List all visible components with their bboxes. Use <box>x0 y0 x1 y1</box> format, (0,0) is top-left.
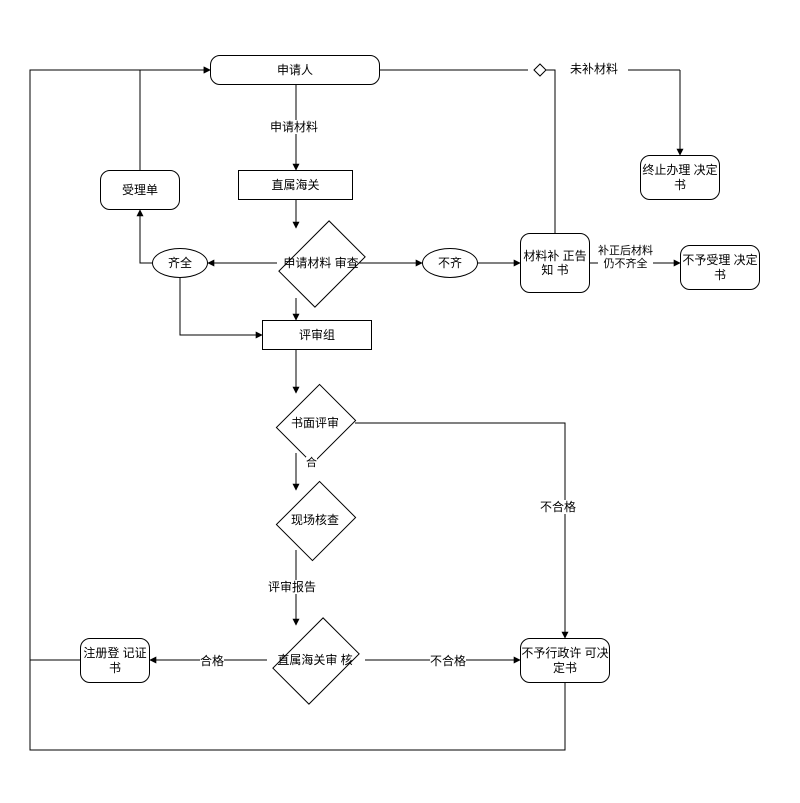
node-label-onsite: 现场核查 <box>276 481 354 559</box>
node-onsite: 现场核查 <box>276 481 354 559</box>
node-denyPermit: 不予行政许 可决定书 <box>520 638 610 683</box>
node-incomplete: 不齐 <box>422 248 478 278</box>
node-label-customsAudit: 直属海关审 核 <box>273 618 358 703</box>
node-label-writtenRev: 书面评审 <box>276 384 354 462</box>
node-label-matReview: 申请材料 审查 <box>279 221 364 306</box>
node-directCustoms: 直属海关 <box>238 170 353 200</box>
node-complete: 齐全 <box>152 248 208 278</box>
node-label-incomplete: 不齐 <box>438 256 462 270</box>
node-reviewGroup: 评审组 <box>262 320 372 350</box>
node-applicant: 申请人 <box>210 55 380 85</box>
node-label-directCustoms: 直属海关 <box>271 178 319 192</box>
node-rejectAccept: 不予受理 决定书 <box>680 245 760 290</box>
node-matReview: 申请材料 审查 <box>279 221 364 306</box>
node-label-terminate: 终止办理 决定书 <box>641 163 719 192</box>
node-label-denyPermit: 不予行政许 可决定书 <box>521 646 609 675</box>
node-label-reviewGroup: 评审组 <box>299 328 335 342</box>
node-writtenRev: 书面评审 <box>276 384 354 462</box>
edge-label-stillInc: 补正后材料 仍不齐全 <box>598 245 653 271</box>
edge-label-evalRpt: 评审报告 <box>268 580 316 594</box>
edge-label-pass2: 合格 <box>200 654 224 668</box>
node-regCert: 注册登 记证书 <box>80 638 150 683</box>
edge-label-appMat: 申请材料 <box>270 120 318 134</box>
node-label-acceptForm: 受理单 <box>122 183 158 197</box>
edge-label-pass1: 合 <box>306 457 317 470</box>
node-customsAudit: 直属海关审 核 <box>273 618 358 703</box>
edge-label-fail2: 不合格 <box>430 654 466 668</box>
node-acceptForm: 受理单 <box>100 170 180 210</box>
node-label-applicant: 申请人 <box>277 63 313 77</box>
node-label-complete: 齐全 <box>168 256 192 270</box>
edge-label-noSupp: 未补材料 <box>570 62 618 76</box>
flowchart-canvas: 申请人受理单直属海关终止办理 决定书齐全申请材料 审查不齐材料补 正告知 书不予… <box>0 0 800 803</box>
node-label-regCert: 注册登 记证书 <box>81 646 149 675</box>
node-label-rejectAccept: 不予受理 决定书 <box>681 253 759 282</box>
node-correction: 材料补 正告知 书 <box>520 233 590 293</box>
edge-label-fail1: 不合格 <box>540 500 576 514</box>
node-label-correction: 材料补 正告知 书 <box>521 249 589 278</box>
node-terminate: 终止办理 决定书 <box>640 155 720 200</box>
